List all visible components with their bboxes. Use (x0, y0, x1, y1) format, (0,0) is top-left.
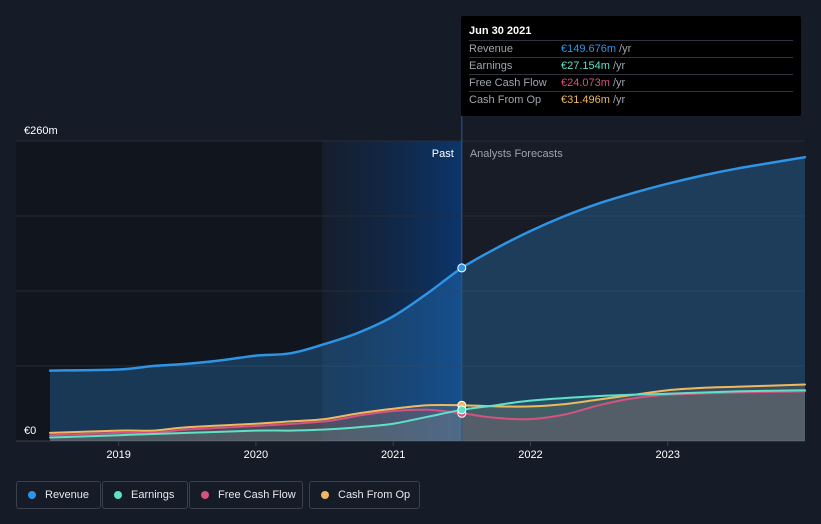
legend-label: Revenue (45, 489, 90, 501)
past-label: Past (432, 148, 454, 160)
x-axis: 2019 2020 2021 2022 2023 (106, 441, 680, 461)
series-lines (48, 155, 807, 439)
x-tick-label: 2020 (244, 449, 268, 461)
x-tick-label: 2022 (518, 449, 542, 461)
earnings-line (49, 389, 806, 439)
cash-from-op-line (49, 383, 806, 434)
tooltip-label: Revenue (469, 43, 514, 55)
earnings-area (50, 390, 805, 441)
chart: Past Analysts Forecasts €260m €0 2019 2020… (16, 116, 807, 461)
revenue-marker (457, 263, 467, 273)
legend-item-cash-from-op[interactable]: Cash From Op (309, 481, 420, 509)
free-cash-flow-line (49, 390, 806, 437)
legend-label: Free Cash Flow (218, 489, 296, 501)
tooltip-value: €31.496m/yr (561, 94, 626, 106)
tooltip-value: €149.676m/yr (561, 43, 632, 55)
forecast-label: Analysts Forecasts (470, 148, 563, 160)
legend-dot-icon (114, 491, 122, 499)
legend-dot-icon (28, 491, 36, 499)
legend-label: Cash From Op (338, 489, 411, 501)
y-tick-label: €0 (24, 425, 36, 437)
legend-dot-icon (321, 491, 329, 499)
x-tick-label: 2021 (381, 449, 405, 461)
tooltip-row-free-cash-flow: Free Cash Flow €24.073m/yr (469, 74, 793, 92)
x-tick-label: 2019 (106, 449, 130, 461)
x-tick-label: 2023 (655, 449, 679, 461)
y-axis: €260m €0 (24, 125, 58, 437)
tooltip-date: Jun 30 2021 (469, 25, 532, 37)
revenue-line (48, 155, 807, 372)
tooltip-value: €27.154m/yr (561, 60, 626, 72)
revenue-area (50, 157, 805, 441)
hover-markers (457, 263, 467, 418)
earnings-marker (457, 405, 467, 415)
tooltip-row-cash-from-op: Cash From Op €31.496m/yr (469, 91, 793, 109)
legend-item-revenue[interactable]: Revenue (16, 481, 101, 509)
tooltip-label: Earnings (469, 60, 513, 72)
tooltip-label: Cash From Op (469, 94, 542, 106)
y-tick-label: €260m (24, 125, 58, 137)
legend-label: Earnings (131, 489, 175, 501)
legend-item-earnings[interactable]: Earnings (102, 481, 188, 509)
tooltip-row-revenue: Revenue €149.676m/yr (469, 40, 793, 58)
legend-dot-icon (201, 491, 209, 499)
tooltip: Jun 30 2021 Revenue €149.676m/yr Earning… (461, 16, 801, 116)
tooltip-row-earnings: Earnings €27.154m/yr (469, 57, 793, 75)
legend-item-free-cash-flow[interactable]: Free Cash Flow (189, 481, 303, 509)
tooltip-label: Free Cash Flow (469, 77, 547, 89)
tooltip-value: €24.073m/yr (561, 77, 626, 89)
